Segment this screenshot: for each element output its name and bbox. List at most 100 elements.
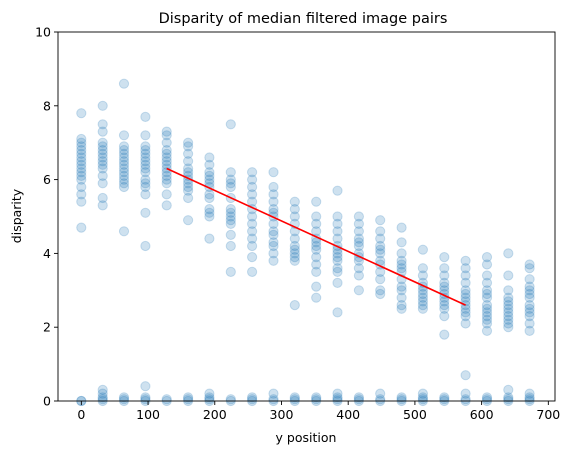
data-point [118,159,130,170]
x-tick-label: 300 [270,407,294,422]
data-point [225,240,236,252]
data-point [118,226,130,237]
data-point [268,204,279,215]
data-point [183,167,194,178]
data-point [289,392,300,403]
data-point [118,178,130,189]
data-point [225,178,236,189]
data-point [311,218,322,229]
data-point [524,300,535,311]
data-point [97,100,108,111]
data-point [183,141,194,152]
data-point [332,388,343,399]
data-point [524,311,535,322]
data-point [161,130,172,141]
data-point [460,263,471,274]
data-point [161,174,172,185]
data-point [204,392,215,403]
data-point [204,192,215,204]
data-point [396,263,407,274]
data-point [396,281,407,292]
data-point [524,274,535,285]
axis-ticks: 0 100 200 300 400 500 600 700 0 2 4 6 8 10 [35,25,560,423]
data-point [332,248,343,259]
data-point [140,381,151,392]
data-point [332,233,343,244]
data-point [268,248,279,259]
data-point [460,311,471,322]
data-point [503,392,514,403]
data-point [503,292,514,303]
data-point [268,181,279,193]
data-point [503,322,514,333]
data-point [204,170,215,181]
data-point [439,303,450,314]
data-point [524,325,535,336]
data-point [289,240,300,252]
data-point [396,394,407,405]
data-point [396,259,407,270]
data-point [460,303,471,314]
data-point [76,189,87,200]
data-point [311,226,322,237]
data-point [375,266,386,277]
data-point [353,394,364,405]
data-point [140,156,151,167]
x-tick-label: 500 [403,407,427,422]
data-point [97,159,108,170]
fit-line [166,167,466,306]
data-point [460,270,471,281]
data-point [524,285,535,296]
data-point [268,237,279,248]
data-point [332,263,343,274]
data-point [76,196,87,207]
data-point [311,259,322,270]
x-tick-label: 100 [136,407,160,422]
data-point [311,211,322,222]
data-point [204,204,215,215]
data-point [183,394,194,405]
data-point [225,394,236,405]
data-point [439,394,450,405]
data-point [524,259,535,270]
y-axis-label: disparity [9,188,24,243]
data-point [524,318,535,329]
data-point [524,263,535,274]
data-point [76,159,87,170]
data-point [524,303,535,314]
data-point [396,292,407,303]
data-point [332,277,343,288]
data-point [225,211,236,222]
data-point [76,145,87,156]
data-point [204,233,215,244]
data-point [375,288,386,300]
data-point [97,141,108,152]
data-point [289,394,300,405]
data-point [353,240,364,252]
data-point [481,325,493,336]
data-point [225,215,236,226]
data-point [417,288,428,300]
data-point [417,303,428,314]
data-point [161,137,172,148]
data-point [481,314,493,325]
y-tick-label: 2 [43,320,51,335]
y-tick-label: 4 [43,246,51,261]
data-point [396,392,407,403]
data-point [289,204,300,215]
data-point [225,181,236,193]
data-point [140,392,151,403]
data-point [503,384,514,395]
data-point [161,170,172,181]
data-point [481,277,493,288]
data-point [97,156,108,167]
data-point [417,296,428,307]
data-point [503,270,514,281]
y-tick-label: 6 [43,172,51,187]
data-point [97,392,108,403]
data-point [311,266,322,277]
y-tick-label: 8 [43,98,51,113]
data-point [204,211,215,222]
data-point [353,270,364,281]
data-point [353,263,364,274]
